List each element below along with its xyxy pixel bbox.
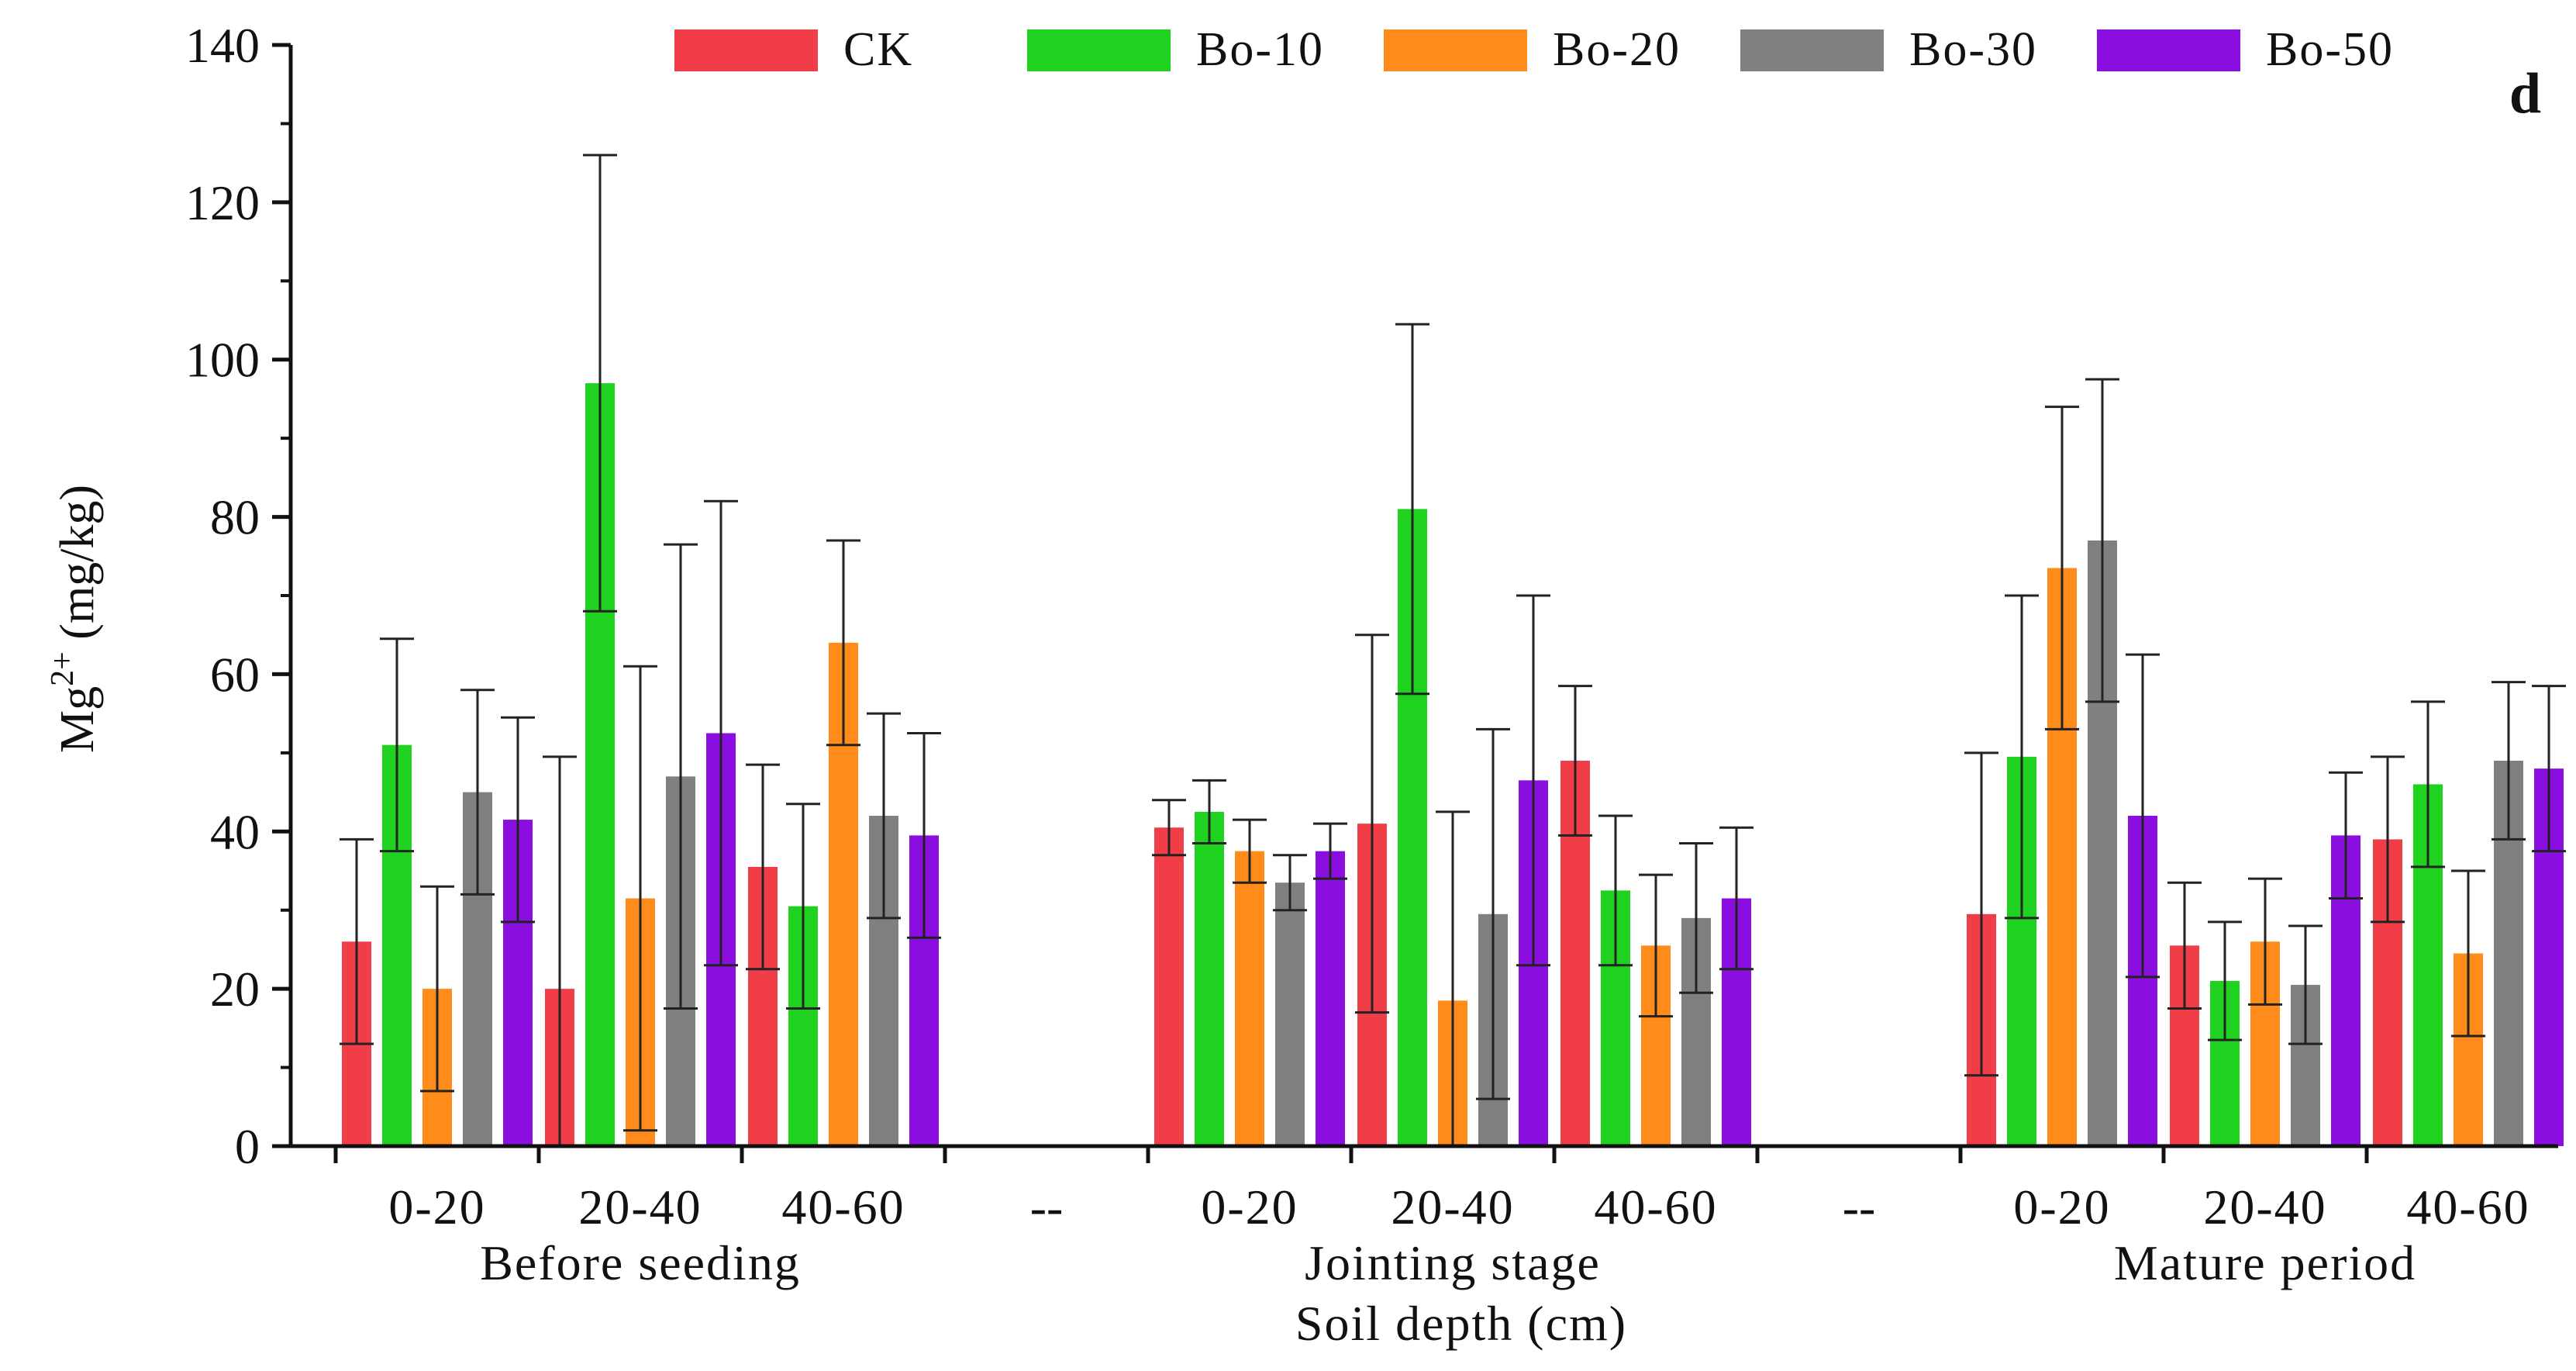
legend: CK Bo-10 Bo-20 Bo-30 Bo-50 bbox=[674, 23, 2394, 76]
category-label: 20-40 bbox=[578, 1179, 702, 1235]
bar-ck bbox=[1154, 827, 1184, 1146]
y-axis-label-unit: (mg/kg) bbox=[51, 485, 104, 651]
legend-label: Bo-30 bbox=[1909, 23, 2037, 76]
legend-swatch-ck bbox=[674, 29, 818, 71]
legend-label: Bo-20 bbox=[1553, 23, 1681, 76]
y-tick-label: 60 bbox=[210, 647, 260, 702]
bar-bo-30 bbox=[1275, 882, 1305, 1146]
y-axis-label-sup: 2+ bbox=[45, 651, 81, 686]
group-label: Jointing stage bbox=[1305, 1235, 1601, 1290]
bar-bo-50 bbox=[1316, 851, 1345, 1146]
panel-letter: d bbox=[2509, 62, 2541, 126]
legend-swatch-bo-30 bbox=[1740, 29, 1884, 71]
category-label: 40-60 bbox=[781, 1179, 905, 1235]
bar-bo-10 bbox=[1195, 811, 1224, 1146]
error-bars-layer bbox=[340, 154, 2566, 1148]
separator-label: -- bbox=[1843, 1179, 1876, 1235]
y-axis-label: Mg2+ (mg/kg) bbox=[45, 485, 104, 753]
legend-label: Bo-10 bbox=[1196, 23, 1324, 76]
category-label: 20-40 bbox=[2203, 1179, 2326, 1235]
y-tick-label: 40 bbox=[210, 804, 260, 859]
category-label: 0-20 bbox=[2013, 1179, 2110, 1235]
category-label: 40-60 bbox=[1594, 1179, 1717, 1235]
group-label: Mature period bbox=[2114, 1235, 2416, 1290]
legend-label: Bo-50 bbox=[2266, 23, 2394, 76]
category-label: 40-60 bbox=[2406, 1179, 2529, 1235]
y-axis-label-base: Mg bbox=[51, 686, 104, 753]
y-tick-label: 0 bbox=[235, 1119, 260, 1174]
x-axis-label: Soil depth (cm) bbox=[1295, 1296, 1627, 1351]
category-label: 0-20 bbox=[388, 1179, 485, 1235]
y-tick-label: 20 bbox=[210, 962, 260, 1017]
y-tick-label: 140 bbox=[185, 18, 260, 73]
legend-swatch-bo-10 bbox=[1027, 29, 1171, 71]
legend-swatch-bo-20 bbox=[1384, 29, 1527, 71]
bar-bo-20 bbox=[1235, 851, 1264, 1146]
y-ticks: 0 20 40 60 80 100 120 140 bbox=[185, 18, 291, 1174]
group-label: Before seeding bbox=[480, 1235, 801, 1290]
category-label: 20-40 bbox=[1391, 1179, 1514, 1235]
category-label: 0-20 bbox=[1201, 1179, 1298, 1235]
legend-label: CK bbox=[843, 23, 913, 76]
legend-swatch-bo-50 bbox=[2097, 29, 2240, 71]
y-tick-label: 100 bbox=[185, 333, 260, 388]
y-tick-label: 80 bbox=[210, 490, 260, 545]
y-tick-label: 120 bbox=[185, 175, 260, 230]
separator-label: -- bbox=[1030, 1179, 1064, 1235]
